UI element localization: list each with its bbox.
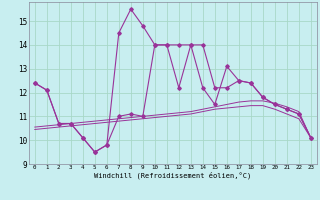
X-axis label: Windchill (Refroidissement éolien,°C): Windchill (Refroidissement éolien,°C)	[94, 172, 252, 179]
